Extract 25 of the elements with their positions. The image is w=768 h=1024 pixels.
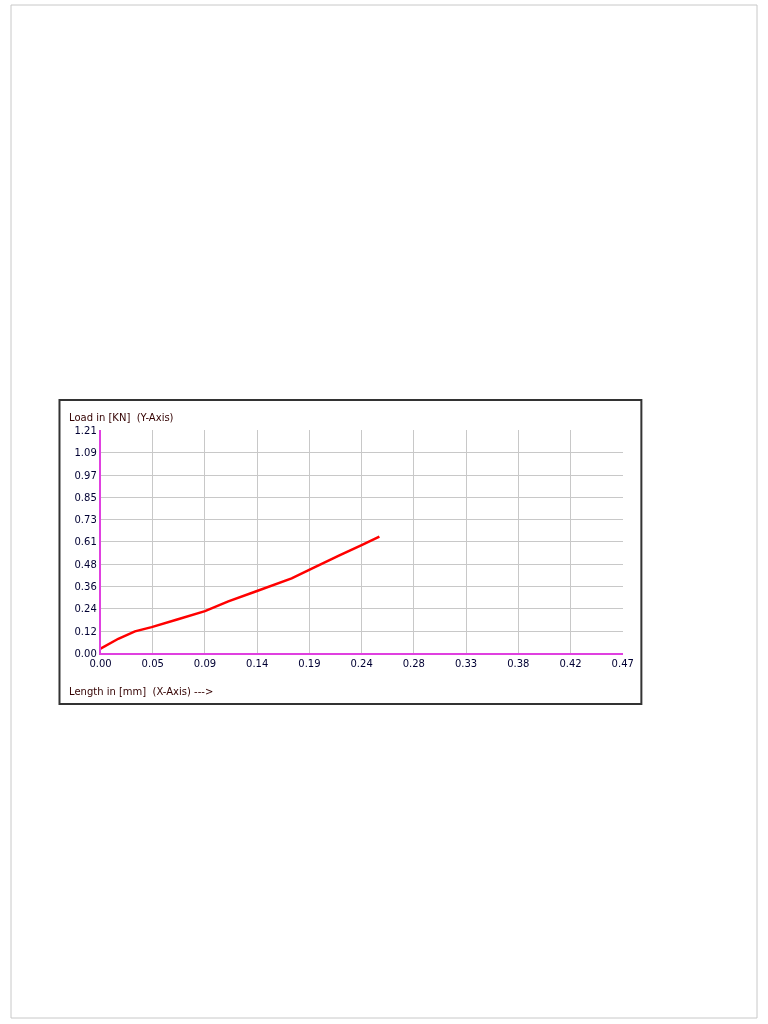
y-tick-label: 0.85 bbox=[74, 491, 97, 503]
y-axis-title: Load in [KN] (Y-Axis) bbox=[69, 412, 174, 423]
x-tick-label: 0.09 bbox=[193, 658, 217, 670]
y-tick-label: 0.36 bbox=[74, 580, 97, 592]
x-tick-label: 0.00 bbox=[89, 658, 112, 670]
x-axis-title: Length in [mm] (X-Axis) ---> bbox=[69, 686, 214, 697]
x-tick-label: 0.28 bbox=[402, 658, 425, 670]
y-tick-label: 0.73 bbox=[74, 514, 97, 526]
y-tick-label: 0.12 bbox=[74, 625, 97, 637]
y-tick-label: 0.61 bbox=[74, 536, 97, 548]
x-tick-label: 0.47 bbox=[611, 658, 634, 670]
y-tick-label: 0.24 bbox=[74, 603, 97, 615]
y-tick-label: 0.00 bbox=[74, 647, 97, 659]
x-tick-label: 0.05 bbox=[141, 658, 164, 670]
y-tick-label: 1.21 bbox=[74, 424, 97, 436]
y-tick-label: 0.48 bbox=[74, 558, 97, 570]
y-tick-label: 1.09 bbox=[74, 447, 97, 459]
x-tick-label: 0.33 bbox=[454, 658, 478, 670]
x-tick-label: 0.24 bbox=[350, 658, 373, 670]
x-tick-label: 0.38 bbox=[507, 658, 530, 670]
x-tick-label: 0.14 bbox=[246, 658, 269, 670]
x-tick-label: 0.42 bbox=[559, 658, 582, 670]
y-tick-label: 0.97 bbox=[74, 469, 97, 481]
x-tick-label: 0.19 bbox=[298, 658, 321, 670]
line-series bbox=[100, 535, 381, 650]
